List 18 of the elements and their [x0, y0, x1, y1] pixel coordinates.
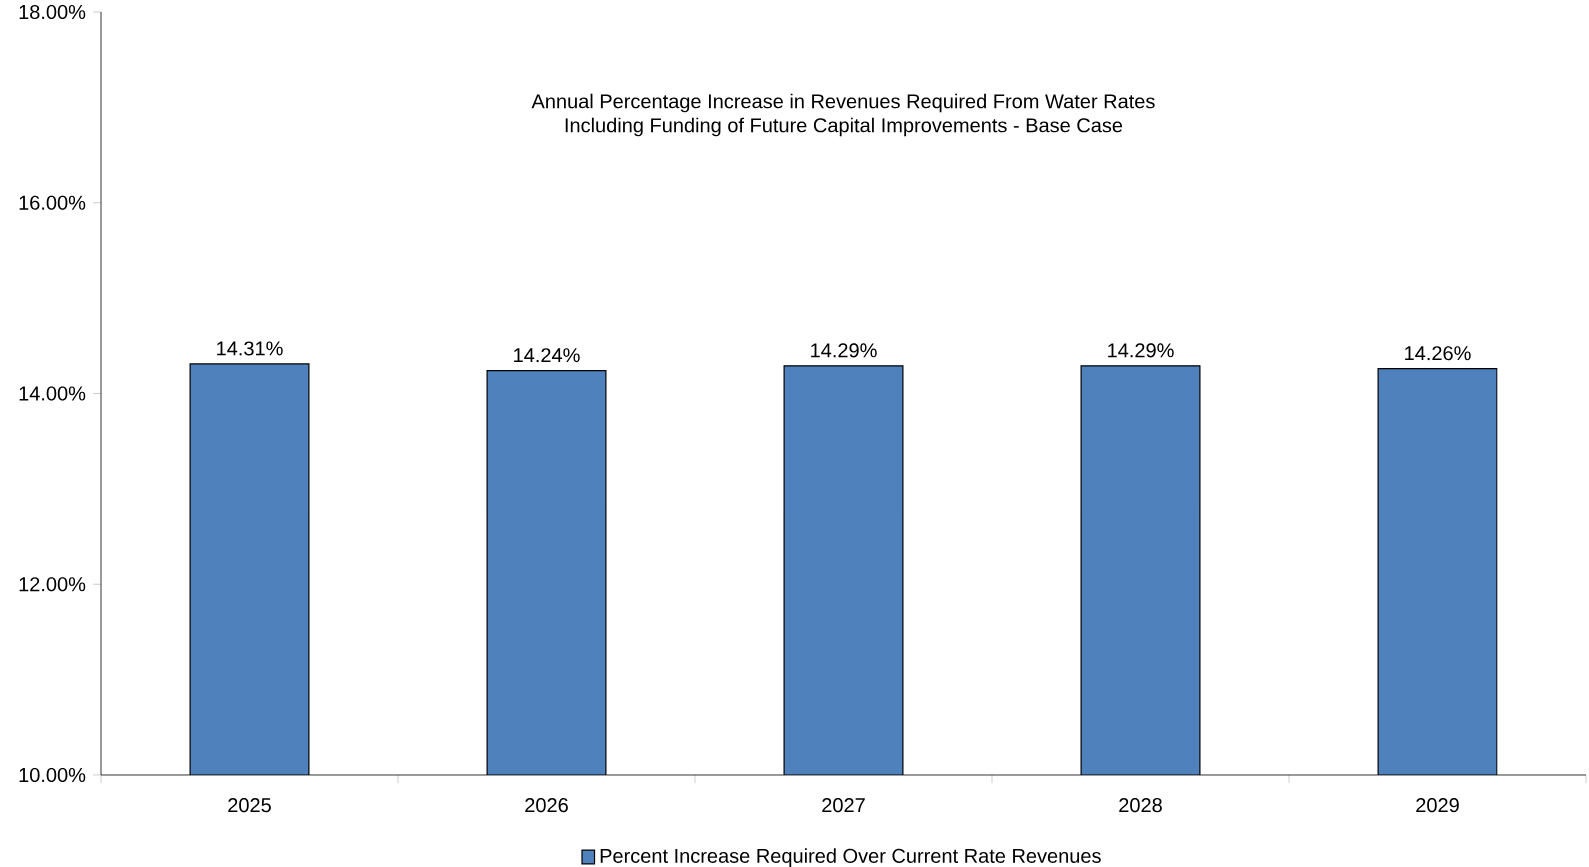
data-label: 14.29%	[1108, 343, 1174, 358]
x-tick-label: 2026	[525, 798, 568, 813]
text: Including Funding of Future Capital Improvements - Base Case	[565, 117, 1123, 137]
y-tick-label: 16.00%	[19, 195, 86, 210]
y-tick-label: 12.00%	[19, 577, 86, 592]
x-tick-label: 2028	[1119, 798, 1162, 813]
text: Annual Percentage Increase in Revenues Required From Water Rates	[531, 93, 1155, 113]
y-tick-label: 10.00%	[19, 767, 86, 783]
data-label: 14.24%	[514, 348, 580, 363]
data-label: 14.26%	[1405, 346, 1471, 361]
y-tick-label: 18.00%	[19, 4, 86, 20]
data-label: 14.31%	[217, 341, 283, 356]
y-tick-label: 14.00%	[19, 386, 86, 401]
data-label: 14.29%	[811, 343, 877, 358]
x-tick-label: 2029	[1416, 798, 1459, 813]
x-tick-label: 2027	[822, 798, 865, 813]
legend-label: Percent Increase Required Over Current Rate Revenues	[600, 848, 1101, 867]
x-tick-label: 2025	[228, 798, 271, 813]
